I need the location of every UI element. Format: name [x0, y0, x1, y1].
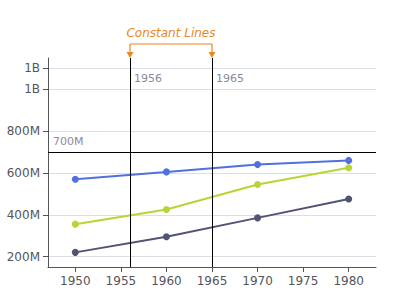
svg-text:400M: 400M [7, 208, 40, 222]
svg-text:700M: 700M [53, 135, 84, 148]
svg-text:200M: 200M [7, 250, 40, 264]
svg-text:600M: 600M [7, 166, 40, 180]
svg-text:800M: 800M [7, 124, 40, 138]
svg-text:1955: 1955 [106, 274, 137, 288]
svg-text:1B: 1B [24, 61, 40, 75]
svg-text:1960: 1960 [151, 274, 182, 288]
svg-text:1956: 1956 [134, 72, 162, 85]
svg-text:1950: 1950 [60, 274, 91, 288]
svg-text:1965: 1965 [197, 274, 228, 288]
svg-text:1B: 1B [24, 82, 40, 96]
svg-text:1965: 1965 [216, 72, 244, 85]
svg-text:1975: 1975 [288, 274, 319, 288]
svg-text:1980: 1980 [333, 274, 364, 288]
svg-text:1970: 1970 [242, 274, 273, 288]
svg-text:Constant Lines: Constant Lines [126, 26, 215, 40]
